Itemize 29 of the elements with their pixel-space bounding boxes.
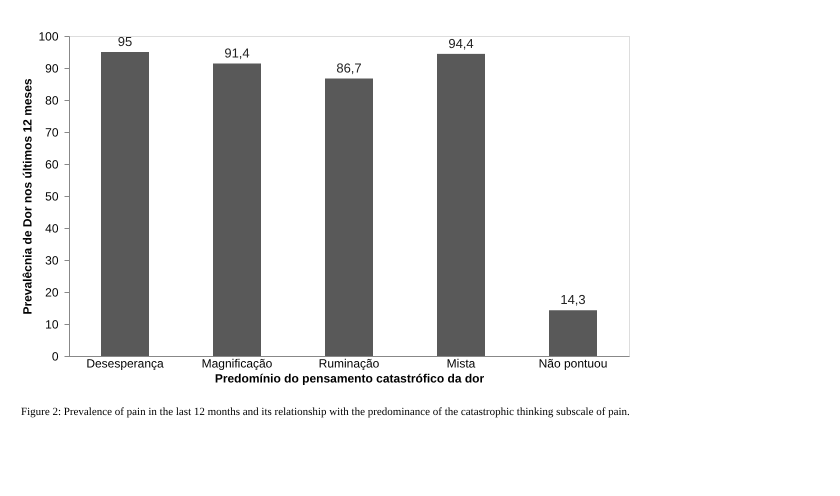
y-tick-label: 40 [45, 222, 59, 236]
data-label: 14,3 [560, 292, 586, 308]
y-tick-label: 70 [45, 126, 59, 140]
y-tick-label: 50 [45, 190, 59, 204]
y-tick-label: 80 [45, 94, 59, 108]
y-tick-label: 20 [45, 286, 59, 300]
bar [437, 54, 485, 356]
x-tick-label: Desesperança [86, 356, 164, 370]
y-tick-label: 0 [52, 350, 59, 364]
y-tick-label: 90 [45, 62, 59, 76]
x-tick-label: Mista [446, 356, 476, 370]
data-label: 86,7 [336, 60, 362, 76]
data-label: 94,4 [448, 36, 474, 51]
bar [325, 78, 373, 356]
y-tick-label: 100 [38, 30, 59, 44]
x-tick-label: Ruminação [318, 356, 380, 370]
data-label: 95 [118, 34, 132, 49]
y-tick-label: 10 [45, 318, 59, 332]
data-label: 91,4 [224, 46, 250, 61]
y-axis-title: Prevalêcnia de Dor nos últimos 12 meses [20, 78, 34, 315]
y-tick-label: 30 [45, 254, 59, 268]
bar [101, 52, 149, 356]
y-tick-label: 60 [45, 158, 59, 172]
caption: Figure 2: Prevalence of pain in the last 12 months and its relationship with the predominance of the catastrophic thinking subscale of pain. [20, 406, 630, 418]
bar [549, 310, 597, 356]
x-tick-label: Magnificação [202, 356, 273, 370]
x-tick-label: Não pontuou [538, 356, 608, 370]
bar [213, 64, 261, 356]
x-axis-title: Predomínio do pensamento catastrófico da dor [214, 372, 485, 386]
